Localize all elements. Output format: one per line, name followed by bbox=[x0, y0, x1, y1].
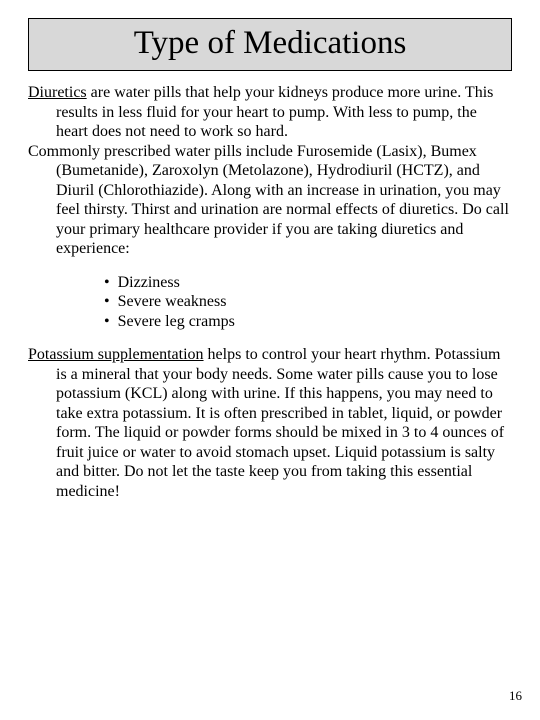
diuretics-para-1-rest: are water pills that help your kidneys p… bbox=[56, 84, 493, 140]
potassium-para-rest: helps to control your heart rhythm. Pota… bbox=[56, 346, 504, 500]
list-item: Severe weakness bbox=[118, 292, 512, 312]
potassium-para: Potassium supplementation helps to contr… bbox=[28, 345, 512, 501]
list-item: Dizziness bbox=[118, 273, 512, 293]
section-potassium: Potassium supplementation helps to contr… bbox=[28, 345, 512, 501]
list-item: Severe leg cramps bbox=[118, 312, 512, 332]
term-potassium: Potassium supplementation bbox=[28, 346, 204, 363]
term-diuretics: Diuretics bbox=[28, 84, 87, 101]
body-content: Diuretics are water pills that help your… bbox=[28, 83, 512, 501]
page-title: Type of Medications bbox=[29, 25, 511, 62]
page-number: 16 bbox=[509, 688, 522, 704]
diuretics-para-2: Commonly prescribed water pills include … bbox=[28, 142, 512, 259]
diuretics-para-1: Diuretics are water pills that help your… bbox=[28, 83, 512, 142]
title-box: Type of Medications bbox=[28, 18, 512, 71]
symptom-list: Dizziness Severe weakness Severe leg cra… bbox=[28, 273, 512, 332]
section-diuretics: Diuretics are water pills that help your… bbox=[28, 83, 512, 259]
